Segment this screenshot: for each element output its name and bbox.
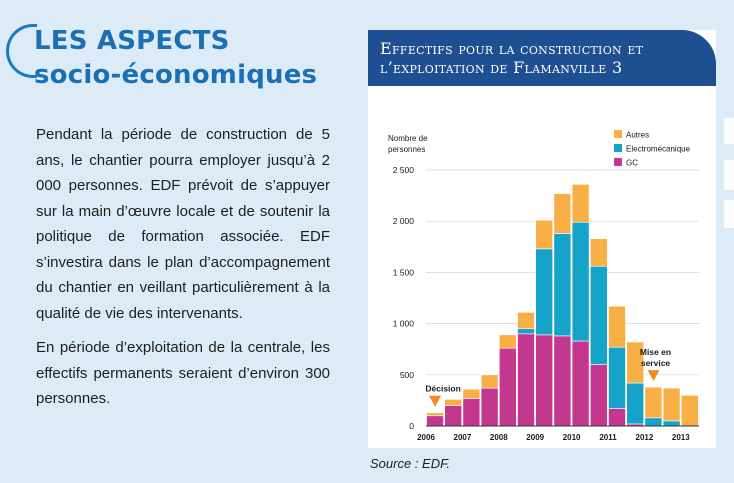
bar-segment-gc — [480, 387, 499, 427]
bar-segment-autres — [608, 305, 626, 348]
annotation-label: Mise en — [640, 347, 671, 357]
body-text: Pendant la période de construction de 5 … — [36, 122, 330, 421]
x-tick-label: 2006 — [417, 433, 435, 442]
bar-segment-electromcanique — [626, 382, 645, 425]
bar-segment-autres — [644, 386, 663, 419]
legend-label: GC — [626, 159, 638, 168]
x-tick-label: 2007 — [454, 433, 472, 442]
y-axis-label-line-1: Nombre de — [388, 134, 428, 143]
x-tick-label: 2009 — [526, 433, 544, 442]
bar-segment-autres — [480, 374, 499, 389]
y-axis-label-line-2: personnes — [388, 145, 425, 154]
y-tick-label: 1 500 — [393, 267, 415, 277]
bar-segment-autres — [535, 219, 553, 250]
bar-segment-electromcanique — [571, 221, 590, 342]
x-tick-label: 2012 — [636, 433, 654, 442]
bar-segment-autres — [499, 334, 517, 349]
bar-segment-autres — [444, 399, 462, 406]
chart-title-line-2: l’exploitation de Flamanville 3 — [380, 58, 623, 77]
source-note: Source : EDF. — [370, 456, 450, 471]
y-tick-label: 2 500 — [393, 165, 415, 175]
section-heading: LES ASPECTS socio-économiques — [34, 24, 317, 92]
chart-header: Effectifs pour la construction et l’expl… — [368, 30, 716, 86]
bar-segment-autres — [590, 238, 608, 267]
x-tick-label: 2008 — [490, 433, 508, 442]
x-tick-label: 2010 — [563, 433, 581, 442]
bar-segment-gc — [462, 398, 481, 427]
heading-line-1: LES ASPECTS — [34, 26, 230, 56]
y-tick-label: 0 — [409, 421, 414, 431]
bar-segment-electromcanique — [553, 233, 572, 337]
edge-decoration-2 — [724, 160, 734, 190]
legend-swatch — [614, 130, 622, 138]
bar-segment-electromcanique — [662, 420, 681, 427]
bar-segment-gc — [553, 335, 572, 427]
bar-segment-electromcanique — [535, 248, 553, 336]
heading-bracket-decoration — [6, 24, 37, 78]
bar-segment-autres — [662, 387, 681, 422]
x-tick-label: 2013 — [672, 433, 690, 442]
bar-segment-autres — [626, 341, 645, 384]
edge-decoration-1 — [724, 118, 734, 144]
bar-segment-electromcanique — [590, 265, 608, 365]
paragraph-exploitation: En période d’exploitation de la centrale… — [36, 339, 330, 407]
bar-segment-gc — [444, 405, 462, 427]
bar-segment-autres — [571, 184, 590, 223]
legend-swatch — [614, 158, 622, 166]
x-tick-label: 2011 — [599, 433, 617, 442]
annotation-label: service — [641, 358, 671, 368]
bar-segment-autres — [426, 412, 444, 417]
bar-segment-gc — [535, 334, 553, 427]
bar-segment-gc — [517, 333, 535, 427]
chart-title: Effectifs pour la construction et l’expl… — [380, 39, 710, 77]
bar-segment-electromcanique — [644, 417, 663, 427]
paragraph-construction: Pendant la période de construction de 5 … — [36, 126, 330, 322]
bar-segment-autres — [680, 394, 699, 427]
legend-label: Electromécanique — [626, 145, 691, 154]
bar-segment-autres — [553, 193, 572, 234]
bar-segment-gc — [426, 415, 444, 427]
y-tick-label: 500 — [400, 370, 414, 380]
legend-label: Autres — [626, 131, 649, 140]
bar-segment-gc — [571, 340, 590, 427]
heading-line-2: socio-économiques — [34, 60, 318, 90]
bar-segment-autres — [517, 312, 535, 330]
annotation-arrow — [647, 370, 660, 382]
chart-title-line-1: Effectifs pour la construction et — [380, 39, 644, 58]
edge-decoration-3 — [724, 200, 734, 228]
bar-segment-gc — [499, 347, 517, 427]
y-tick-label: 2 000 — [393, 216, 415, 226]
annotation-label: Décision — [425, 384, 460, 394]
bar-segment-electromcanique — [517, 328, 535, 335]
stacked-bar-chart: Nombre de personnes 0 500 1 000 1 500 2 000 2 5… — [388, 130, 699, 442]
bar-segment-gc — [590, 364, 608, 427]
annotation-arrow — [429, 395, 442, 407]
y-tick-label: 1 000 — [393, 319, 415, 329]
legend-swatch — [614, 144, 622, 152]
bar-segment-gc — [608, 408, 626, 427]
chart-panel: Effectifs pour la construction et l’expl… — [368, 30, 716, 448]
bar-segment-electromcanique — [608, 346, 626, 409]
bar-segment-autres — [462, 388, 481, 399]
